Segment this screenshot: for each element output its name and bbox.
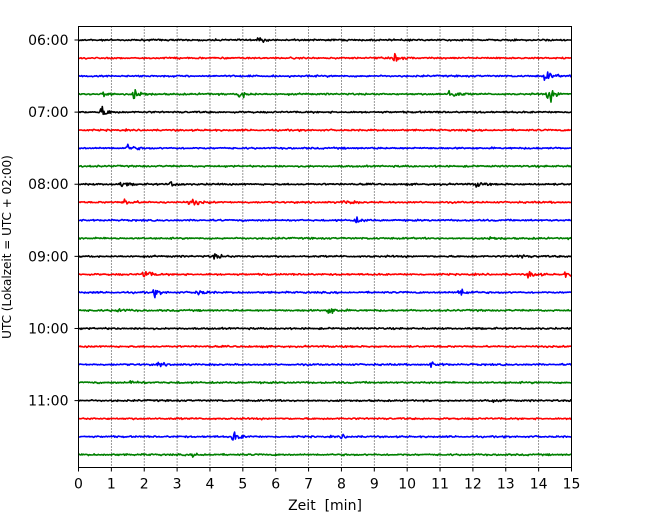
trace-line [78,253,572,260]
x-tick-label: 15 [563,477,581,493]
trace-line [78,308,572,314]
x-tick-label: 1 [107,477,116,493]
x-axis-ticks: 0 1 2 3 4 5 6 7 8 9 10 11 12 13 14 15 [74,467,581,493]
x-tick-label: 4 [206,477,215,493]
trace-line [78,431,572,441]
trace-line [77,89,572,103]
x-tick-label: 12 [464,477,482,493]
trace-line [78,71,572,81]
y-axis-ticks: 06:00 07:00 08:00 09:00 10:00 11:00 [28,33,79,410]
trace-line [78,326,573,331]
trace-line [78,416,572,421]
plot-area [78,26,572,468]
y-tick-label: 09:00 [28,249,68,265]
trace-line [78,380,572,385]
x-tick-label: 2 [140,477,149,493]
trace-line [77,288,572,299]
trace-line [78,52,572,62]
y-axis-label: UTC (Lokalzeit = UTC + 02:00) [0,155,14,339]
trace-line [78,37,572,43]
x-axis-label: Zeit [min] [288,498,362,514]
y-tick-label: 11:00 [28,394,68,410]
trace-line [78,344,572,349]
y-tick-label: 07:00 [28,105,68,121]
trace-line [78,128,572,133]
x-tick-label: 10 [398,477,416,493]
trace-line [77,452,572,458]
trace-line [78,216,572,224]
y-tick-label: 06:00 [28,33,68,49]
x-tick-label: 7 [304,477,313,493]
trace-line [78,236,573,241]
x-tick-label: 11 [431,477,449,493]
plot-frame-border [78,26,572,468]
y-tick-label: 10:00 [28,321,68,337]
trace-line [78,398,573,404]
trace-line [77,143,572,151]
trace-line [78,181,572,188]
trace-line [78,105,572,116]
x-tick-label: 8 [337,477,346,493]
x-tick-label: 5 [238,477,247,493]
y-tick-label: 08:00 [28,177,68,193]
trace-line [78,361,572,368]
x-tick-label: 13 [497,477,515,493]
seismic-traces [77,37,573,458]
x-tick-label: 6 [271,477,280,493]
x-tick-label: 14 [530,477,548,493]
trace-line [77,270,573,279]
x-tick-label: 9 [370,477,379,493]
trace-line [78,164,572,168]
trace-line [78,198,572,206]
x-tick-label: 0 [74,477,83,493]
x-tick-label: 3 [173,477,182,493]
